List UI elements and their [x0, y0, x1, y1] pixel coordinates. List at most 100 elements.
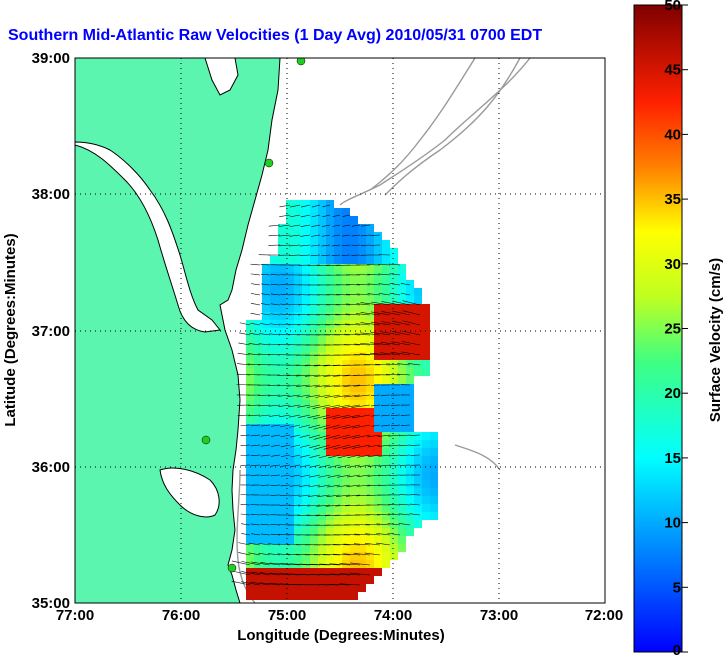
y-tick-label: 38:00: [32, 186, 70, 203]
velocity-arrow: [389, 283, 401, 286]
velocity-arrow: [347, 464, 361, 468]
velocity-arrow: [238, 342, 251, 346]
velocity-cell: [334, 464, 342, 472]
plot-frame: [74, 57, 606, 604]
velocity-cell: [350, 400, 358, 408]
velocity-cell: [358, 576, 366, 584]
velocity-arrow: [346, 293, 361, 296]
velocity-arrow: [240, 454, 251, 456]
velocity-cell: [302, 288, 310, 296]
velocity-arrow: [337, 454, 351, 459]
velocity-cell: [414, 496, 422, 504]
velocity-cell: [278, 552, 286, 560]
velocity-arrow: [260, 572, 281, 576]
velocity-cell: [302, 512, 310, 520]
velocity-arrow: [333, 544, 351, 546]
velocity-arrow: [399, 434, 411, 437]
velocity-cell: [286, 216, 294, 224]
colorbar-label: Surface Velocity (cm/s): [707, 258, 724, 422]
velocity-cell: [406, 408, 414, 416]
velocity-cell: [350, 368, 358, 376]
velocity-arrow: [380, 352, 401, 356]
velocity-cell: [342, 512, 350, 520]
velocity-cell: [278, 296, 286, 304]
velocity-cell: [334, 328, 342, 336]
velocity-cell: [318, 344, 326, 352]
velocity-cell: [414, 288, 422, 296]
velocity-arrow: [352, 434, 371, 439]
velocity-cell: [294, 400, 302, 408]
velocity-cell: [390, 448, 398, 456]
velocity-cell: [358, 280, 366, 288]
velocity-cell: [294, 232, 302, 240]
velocity-cell: [254, 512, 262, 520]
velocity-cell: [398, 288, 406, 296]
velocity-cell: [278, 480, 286, 488]
y-tick-label: 36:00: [32, 459, 70, 476]
grid-lines: [75, 58, 605, 603]
velocity-cell: [390, 256, 398, 264]
map-plot-area: [75, 58, 605, 603]
velocity-cell: [278, 400, 286, 408]
velocity-arrow: [313, 424, 331, 430]
velocity-arrow: [360, 244, 371, 246]
velocity-cell: [246, 432, 254, 440]
velocity-arrow: [335, 504, 351, 507]
velocity-cell: [318, 280, 326, 288]
velocity-cell: [278, 376, 286, 384]
velocity-cell: [246, 552, 254, 560]
velocity-cell: [270, 464, 278, 472]
velocity-arrow: [299, 434, 311, 438]
velocity-cell: [286, 240, 294, 248]
velocity-cell: [262, 504, 270, 512]
velocity-arrow: [345, 303, 361, 306]
velocity-arrow: [288, 323, 301, 326]
velocity-cell: [318, 320, 326, 328]
velocity-arrow: [367, 454, 381, 458]
velocity-cell: [246, 448, 254, 456]
velocity-cell: [430, 496, 438, 504]
velocity-cell: [414, 480, 422, 488]
velocity-cell: [390, 512, 398, 520]
velocity-arrow: [278, 404, 291, 407]
velocity-cell: [318, 480, 326, 488]
velocity-arrow: [341, 244, 351, 247]
x-tick-label: 73:00: [480, 607, 518, 624]
velocity-cell: [326, 200, 334, 208]
velocity-cell: [334, 512, 342, 520]
velocity-cell: [350, 456, 358, 464]
velocity-cell: [326, 208, 334, 216]
velocity-arrow: [346, 284, 361, 286]
velocity-arrow: [286, 543, 301, 546]
velocity-cell: [254, 544, 262, 552]
velocity-arrow: [270, 474, 281, 477]
velocity-cell: [390, 352, 398, 360]
velocity-arrow: [304, 554, 321, 556]
velocity-arrow: [268, 224, 281, 227]
velocity-arrow: [249, 332, 261, 336]
velocity-cell: [414, 488, 422, 496]
velocity-cell: [310, 424, 318, 432]
velocity-arrow: [329, 563, 351, 566]
velocity-cell: [310, 512, 318, 520]
velocity-cell: [342, 488, 350, 496]
velocity-cell: [294, 368, 302, 376]
velocity-cell: [334, 496, 342, 504]
velocity-cell: [382, 360, 390, 368]
velocity-cell: [366, 384, 374, 392]
velocity-cell: [294, 424, 302, 432]
velocity-cell: [350, 272, 358, 280]
velocity-cell: [382, 328, 390, 336]
velocity-cell: [286, 432, 294, 440]
velocity-cell: [310, 592, 318, 600]
velocity-arrow: [367, 474, 381, 477]
velocity-cell: [270, 400, 278, 408]
velocity-arrow: [351, 224, 361, 227]
velocity-cell: [318, 432, 326, 440]
velocity-cell: [278, 432, 286, 440]
velocity-cell: [246, 560, 254, 568]
velocity-cell: [326, 232, 334, 240]
velocity-arrow: [371, 414, 381, 417]
velocity-cell: [254, 488, 262, 496]
velocity-cell: [374, 256, 382, 264]
